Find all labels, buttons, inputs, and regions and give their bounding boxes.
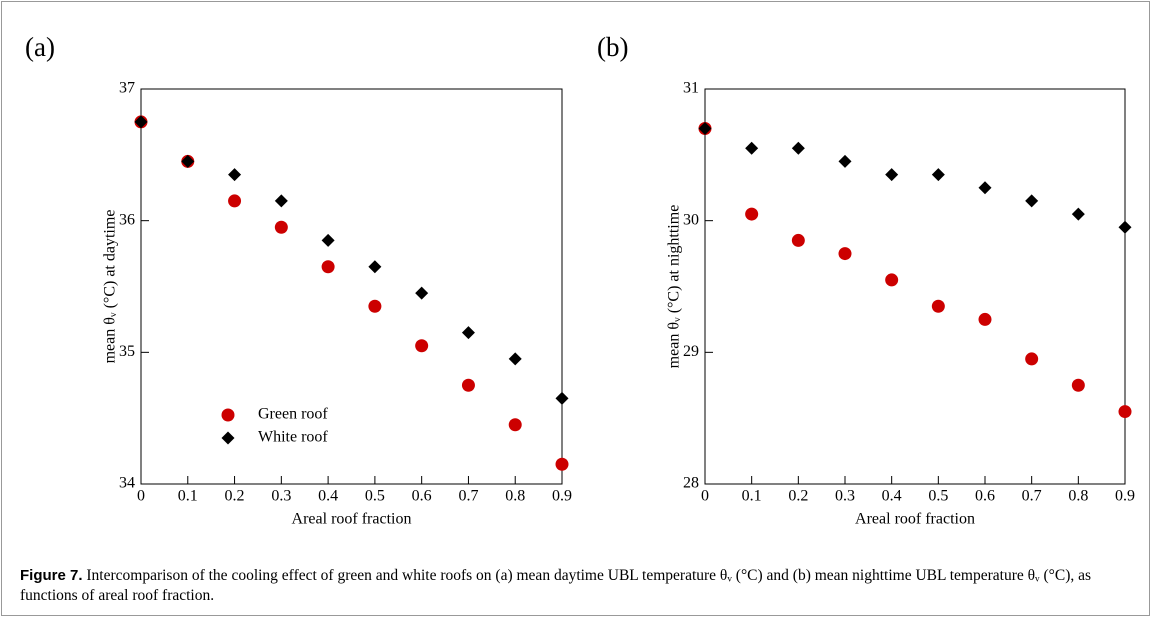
point — [134, 115, 148, 129]
x-tick-label: 0.5 — [928, 488, 948, 505]
y-axis-label: mean θᵥ (°C) at nighttime — [666, 205, 683, 369]
point — [368, 299, 382, 313]
y-tick-label: 29 — [683, 343, 699, 360]
point — [415, 286, 429, 300]
point — [791, 233, 805, 247]
point — [885, 273, 899, 287]
x-tick-label: 0.9 — [1115, 488, 1135, 505]
figure: (a) 34 35 36 37 0 0.1 0.2 0.3 0.4 0.5 0.6 0.7 0.8 0.9 A… — [25, 32, 1135, 528]
point — [461, 326, 475, 340]
point — [1025, 194, 1039, 208]
point — [508, 418, 522, 432]
point — [228, 168, 242, 182]
y-tick-label: 34 — [119, 475, 135, 492]
point — [461, 378, 475, 392]
point — [838, 154, 852, 168]
point — [508, 352, 522, 366]
point — [931, 299, 945, 313]
y-tick-label: 35 — [119, 343, 135, 360]
y-tick-label: 30 — [683, 211, 699, 228]
x-tick-label: 0.8 — [505, 488, 525, 505]
caption-text: Intercomparison of the cooling effect of… — [20, 567, 1092, 604]
x-tick-label: 0.4 — [882, 488, 902, 505]
point — [321, 260, 335, 274]
point — [415, 339, 429, 353]
point — [745, 207, 759, 221]
point — [978, 312, 992, 326]
point — [274, 194, 288, 208]
legend-marker — [221, 431, 235, 445]
point — [274, 220, 288, 234]
point — [978, 181, 992, 195]
x-tick-label: 0.1 — [178, 488, 198, 505]
legend-marker — [221, 408, 235, 422]
point — [1025, 352, 1039, 366]
x-tick-label: 0.1 — [742, 488, 762, 505]
legend-label: White roof — [258, 429, 328, 446]
y-tick-label: 36 — [119, 211, 135, 228]
legend-label: Green roof — [258, 406, 328, 423]
point — [228, 194, 242, 208]
point — [181, 154, 195, 168]
point — [791, 141, 805, 155]
point — [745, 141, 759, 155]
x-tick-label: 0 — [701, 488, 709, 505]
point — [698, 122, 712, 135]
point — [321, 233, 335, 247]
x-tick-label: 0 — [137, 488, 145, 505]
caption-label: Figure 7. — [20, 567, 83, 584]
x-axis-label: Areal roof fraction — [292, 511, 412, 528]
caption: Figure 7. Intercomparison of the cooling… — [20, 566, 1130, 606]
panel-label: (b) — [597, 32, 628, 62]
x-tick-label: 0.2 — [788, 488, 808, 505]
point — [1071, 378, 1085, 392]
y-tick-label: 37 — [119, 80, 135, 97]
point — [1071, 207, 1085, 221]
x-tick-label: 0.4 — [318, 488, 338, 505]
x-tick-label: 0.9 — [552, 488, 572, 505]
y-tick-label: 28 — [683, 475, 699, 492]
point — [368, 260, 382, 274]
x-tick-label: 0.5 — [365, 488, 385, 505]
x-axis-label: Areal roof fraction — [855, 511, 975, 528]
panel-label: (a) — [25, 32, 55, 62]
point — [838, 247, 852, 261]
point — [555, 391, 569, 405]
point — [555, 457, 569, 471]
x-tick-label: 0.3 — [835, 488, 855, 505]
x-tick-label: 0.6 — [975, 488, 995, 505]
plot-frame — [704, 88, 1126, 485]
x-tick-label: 0.7 — [458, 488, 478, 505]
point — [885, 168, 899, 182]
point — [1118, 220, 1132, 234]
x-tick-label: 0.7 — [1022, 488, 1042, 505]
x-tick-label: 0.2 — [225, 488, 245, 505]
x-tick-label: 0.8 — [1068, 488, 1088, 505]
y-tick-label: 31 — [683, 80, 699, 97]
x-tick-label: 0.6 — [412, 488, 432, 505]
point — [931, 168, 945, 182]
plot-frame — [140, 88, 563, 485]
y-axis-label: mean θᵥ (°C) at daytime — [102, 210, 119, 364]
x-tick-label: 0.3 — [271, 488, 291, 505]
point — [1118, 405, 1132, 419]
